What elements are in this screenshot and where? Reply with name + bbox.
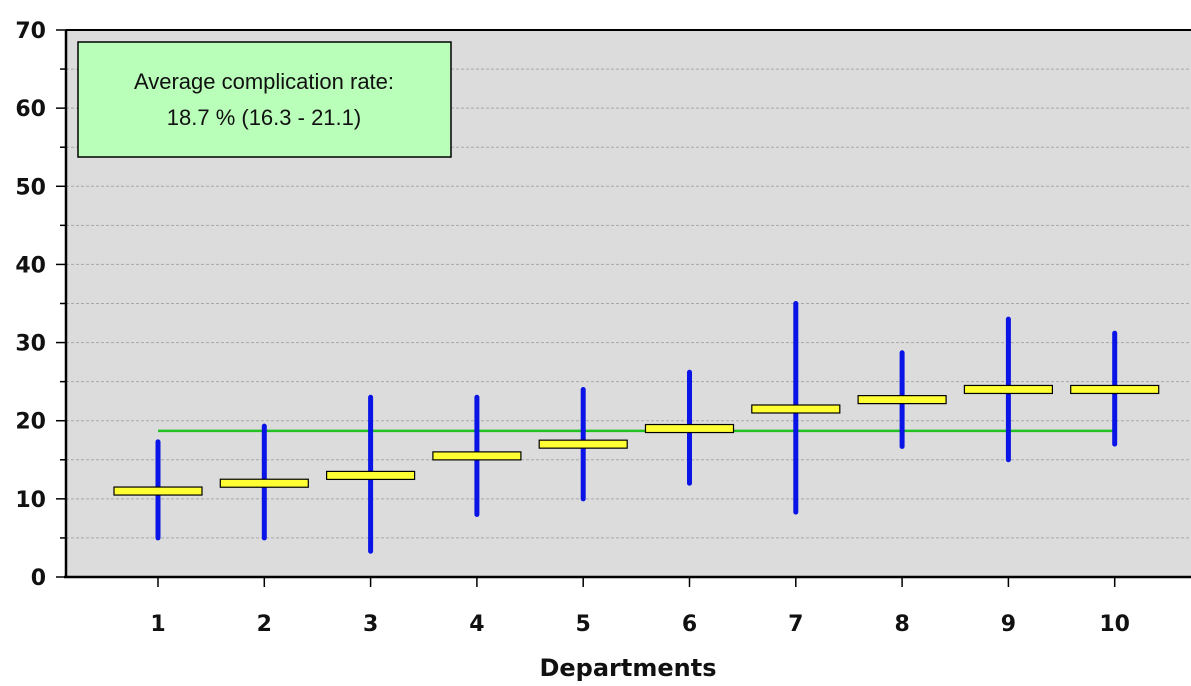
gridlines — [66, 68, 1191, 539]
estimate-marker-7 — [751, 404, 841, 414]
estimate-marker-6 — [644, 423, 735, 434]
x-tick-label: 2 — [257, 612, 272, 637]
y-tick-label: 50 — [15, 175, 46, 200]
y-tick-label: 40 — [15, 253, 46, 278]
x-axis-title: Departments — [539, 654, 716, 682]
estimate-marker-2 — [219, 478, 309, 488]
x-tick-label: 5 — [576, 612, 591, 637]
x-tick-label: 8 — [894, 612, 909, 637]
y-tick-label: 20 — [15, 410, 46, 435]
estimate-marker-3 — [326, 470, 416, 481]
y-tick-label: 30 — [15, 332, 46, 357]
y-tick-label: 0 — [31, 566, 46, 591]
x-tick-label: 6 — [682, 612, 697, 637]
annotation-box: Average complication rate: 18.7 % (16.3 … — [77, 41, 452, 158]
x-tick-label: 10 — [1099, 612, 1130, 637]
annotation-box-bg — [77, 41, 452, 158]
estimate-marker-1 — [113, 486, 203, 496]
x-tick-label: 7 — [788, 612, 803, 637]
x-tick-label: 3 — [363, 612, 378, 637]
estimate-marker-10 — [1070, 384, 1160, 395]
estimate-marker-4 — [432, 451, 522, 461]
y-ticks: 0 10 20 30 40 50 60 70 — [15, 19, 66, 591]
x-ticks: 1 2 3 4 5 6 7 8 9 10 — [150, 577, 1130, 637]
annotation-line-1: Average complication rate: — [134, 69, 394, 94]
estimate-marker-9 — [963, 384, 1054, 395]
x-tick-label: 9 — [1001, 612, 1016, 637]
estimate-marker-8 — [857, 395, 947, 405]
x-tick-label: 4 — [469, 612, 484, 637]
y-tick-label: 70 — [15, 19, 46, 44]
series-layer — [113, 301, 1160, 554]
annotation-line-2: 18.7 % (16.3 - 21.1) — [167, 105, 361, 130]
y-tick-label: 60 — [15, 97, 46, 122]
y-tick-label: 10 — [15, 488, 46, 513]
estimate-marker-5 — [538, 439, 628, 449]
x-tick-label: 1 — [150, 612, 165, 637]
